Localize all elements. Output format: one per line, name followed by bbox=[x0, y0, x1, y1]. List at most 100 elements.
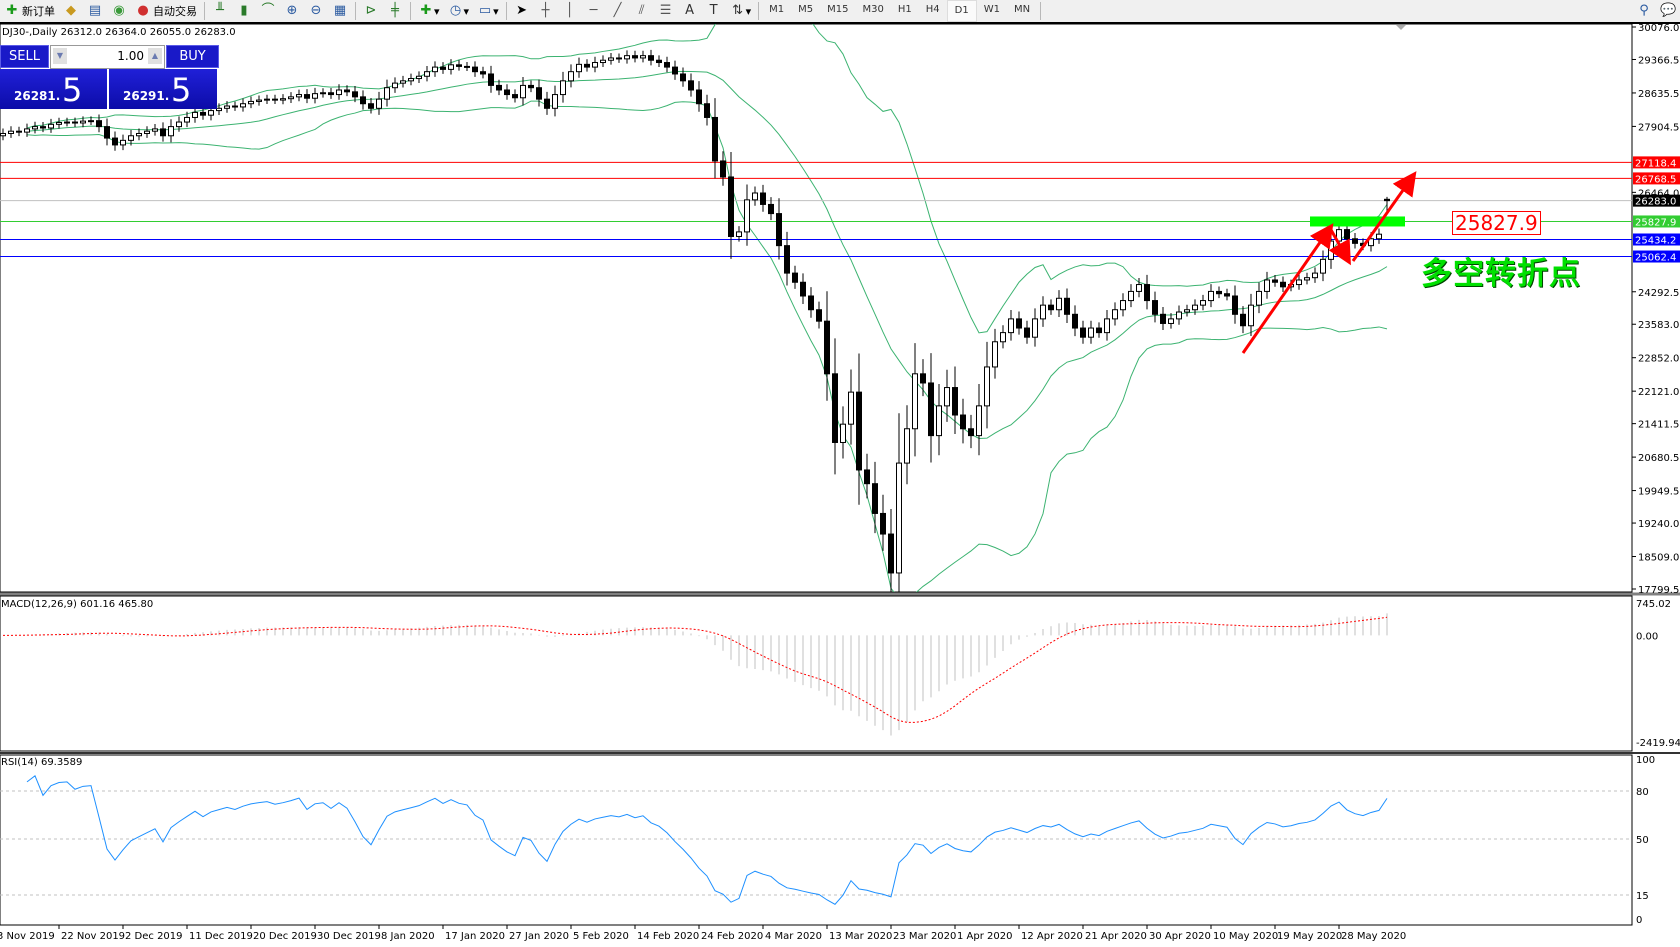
data-window-button[interactable]: ▤ bbox=[83, 1, 107, 21]
candle bbox=[112, 137, 118, 146]
candle bbox=[8, 130, 14, 134]
candle bbox=[544, 98, 550, 109]
macd-signal-line bbox=[2, 616, 1388, 723]
candle bbox=[264, 98, 270, 101]
candle bbox=[392, 82, 398, 89]
new-order-icon: ✚ bbox=[6, 3, 18, 18]
date-tick-label: 14 Feb 2020 bbox=[637, 931, 699, 942]
candle bbox=[1024, 327, 1030, 338]
zoom-out-button[interactable]: ⊖ bbox=[304, 1, 328, 21]
candle bbox=[512, 94, 518, 99]
candle bbox=[496, 84, 502, 91]
timeframe-m5[interactable]: M5 bbox=[798, 4, 814, 15]
candle bbox=[400, 80, 406, 84]
buy-price-pip: 5 bbox=[171, 71, 192, 109]
text-label-button[interactable]: T bbox=[702, 1, 726, 21]
candle bbox=[1056, 297, 1062, 311]
candle bbox=[192, 111, 198, 118]
signal-button[interactable]: ◉ bbox=[107, 1, 131, 21]
candle bbox=[168, 126, 174, 137]
candle bbox=[720, 160, 726, 178]
arrows-icon: ⇅ bbox=[732, 3, 744, 18]
indicators-button[interactable]: ✚ ▾ bbox=[414, 1, 444, 21]
zoom-in-icon: ⊕ bbox=[286, 3, 298, 18]
tile-windows-button[interactable]: ▦ bbox=[328, 1, 352, 21]
fibonacci-button[interactable]: ☰ bbox=[654, 1, 678, 21]
templates-button[interactable]: ▭ ▾ bbox=[478, 3, 499, 18]
timeframe-h1[interactable]: H1 bbox=[897, 4, 912, 15]
buy-price-button[interactable]: 26291. 5 bbox=[109, 69, 217, 109]
bar-chart-button[interactable]: ╨ bbox=[208, 1, 232, 21]
candle bbox=[800, 281, 806, 297]
sell-button[interactable]: SELL bbox=[0, 45, 49, 68]
price-tick-label: 19240.0 bbox=[1638, 519, 1679, 530]
timeframe-mn[interactable]: MN bbox=[1013, 4, 1031, 15]
candle bbox=[360, 96, 366, 105]
gold-button[interactable]: ◆ bbox=[59, 1, 83, 21]
date-tick-label: 1 Apr 2020 bbox=[957, 931, 1012, 942]
candle bbox=[272, 98, 278, 101]
line-chart-button[interactable]: ⌒ bbox=[256, 1, 280, 21]
volume-stepper[interactable]: ▼ 1.00 ▲ bbox=[50, 45, 165, 69]
price-tick-label: 29366.5 bbox=[1638, 55, 1679, 66]
level-price-tag bbox=[1633, 215, 1680, 228]
price-tick-label: 22121.0 bbox=[1638, 387, 1679, 398]
candle bbox=[40, 126, 46, 129]
candle bbox=[680, 73, 686, 82]
candle bbox=[600, 59, 606, 64]
timeframe-w1[interactable]: W1 bbox=[983, 4, 1000, 15]
candle bbox=[312, 93, 318, 99]
search-button[interactable]: ⚲ bbox=[1632, 1, 1656, 21]
timeframe-m15[interactable]: M15 bbox=[827, 4, 849, 15]
horizontal-line-button[interactable]: ─ bbox=[582, 1, 606, 21]
candle bbox=[632, 55, 638, 59]
timeframe-h4[interactable]: H4 bbox=[925, 4, 940, 15]
timeframe-d1[interactable]: D1 bbox=[946, 0, 977, 22]
text-button[interactable]: A bbox=[678, 1, 702, 21]
candle bbox=[216, 107, 222, 112]
candle bbox=[288, 96, 294, 100]
timeframe-m1[interactable]: M1 bbox=[769, 4, 785, 15]
cursor-icon: ➤ bbox=[516, 3, 528, 18]
rsi-tick-label: 100 bbox=[1636, 755, 1655, 766]
crosshair-button[interactable]: ┼ bbox=[534, 1, 558, 21]
candle bbox=[824, 320, 830, 375]
volume-input[interactable]: 1.00 bbox=[117, 49, 144, 63]
level-price-tag bbox=[1633, 172, 1680, 185]
candle bbox=[1256, 290, 1262, 306]
chart-shift-button[interactable]: ⊳ bbox=[359, 1, 383, 21]
candlestick-button[interactable]: ▮ bbox=[232, 1, 256, 21]
bar-chart-icon: ╨ bbox=[216, 3, 224, 18]
sell-price-button[interactable]: 26281. 5 bbox=[0, 69, 107, 109]
periods-button[interactable]: ◷ ▾ bbox=[444, 1, 474, 21]
price-tick-label: 19949.5 bbox=[1638, 487, 1679, 498]
candle bbox=[1040, 304, 1046, 320]
cursor-button[interactable]: ➤ bbox=[510, 1, 534, 21]
search-icon: ⚲ bbox=[1639, 3, 1649, 18]
candle bbox=[80, 120, 86, 124]
zoom-in-button[interactable]: ⊕ bbox=[280, 1, 304, 21]
arrows-button[interactable]: ⇅ ▾ bbox=[726, 1, 756, 21]
vertical-line-button[interactable]: │ bbox=[558, 1, 582, 21]
chat-button[interactable]: 💬 bbox=[1656, 1, 1680, 21]
candle bbox=[992, 341, 998, 368]
autoscroll-button[interactable]: ╪ bbox=[383, 1, 407, 21]
candle bbox=[784, 245, 790, 274]
equidistant-channel-button[interactable]: ⫽ bbox=[630, 1, 654, 21]
buy-button[interactable]: BUY bbox=[166, 45, 219, 68]
candle bbox=[912, 373, 918, 430]
candle bbox=[1136, 284, 1142, 292]
candle bbox=[1128, 290, 1134, 302]
candle bbox=[1192, 304, 1198, 311]
turning-point-annotation[interactable]: 多空转折点 bbox=[1421, 256, 1581, 292]
timeframe-m30[interactable]: M30 bbox=[862, 4, 884, 15]
auto-trading-button[interactable]: ● 自动交易 bbox=[131, 1, 201, 21]
trendline-button[interactable]: ╱ bbox=[606, 1, 630, 21]
vertical-line-icon: │ bbox=[565, 3, 574, 18]
volume-increase-button[interactable]: ▲ bbox=[148, 48, 162, 64]
volume-decrease-button[interactable]: ▼ bbox=[53, 48, 67, 64]
new-order-button[interactable]: ✚ 新订单 bbox=[0, 1, 59, 21]
candle bbox=[704, 103, 710, 118]
level-label-25827[interactable]: 25827.9 bbox=[1452, 211, 1541, 235]
